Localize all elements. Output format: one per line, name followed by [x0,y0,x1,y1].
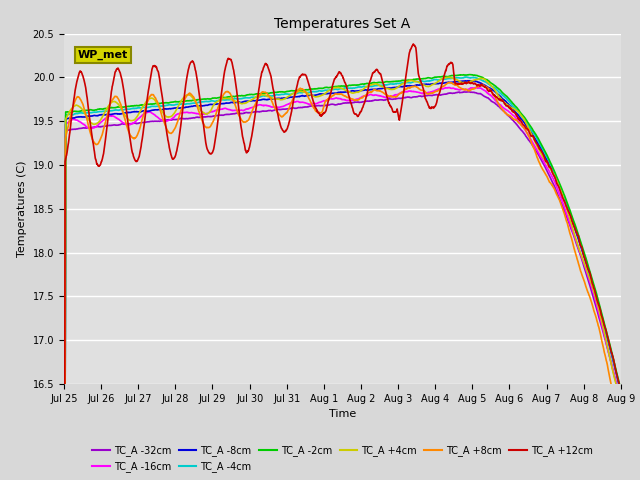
TC_A -2cm [316,85,324,91]
TC_A -16cm [601,335,609,340]
TC_A +12cm [410,41,417,47]
TC_A -2cm [88,107,96,113]
Line: TC_A +12cm: TC_A +12cm [64,44,621,480]
TC_A -8cm [601,325,609,331]
TC_A +12cm [331,76,339,82]
TC_A -16cm [499,105,506,110]
TC_A -2cm [499,90,506,96]
TC_A -32cm [331,102,339,108]
TC_A -32cm [88,124,96,130]
TC_A -4cm [331,86,339,92]
TC_A +4cm [499,98,506,104]
TC_A -8cm [316,91,324,97]
TC_A +8cm [316,110,324,116]
Title: Temperatures Set A: Temperatures Set A [275,17,410,31]
TC_A -32cm [601,336,609,342]
TC_A -32cm [499,108,506,113]
TC_A -4cm [463,74,470,80]
TC_A +12cm [601,324,609,330]
TC_A -4cm [601,324,609,329]
TC_A -2cm [467,72,474,77]
TC_A -32cm [601,335,609,341]
Line: TC_A +8cm: TC_A +8cm [64,83,621,480]
Y-axis label: Temperatures (C): Temperatures (C) [17,160,27,257]
TC_A +4cm [316,93,324,99]
Line: TC_A -16cm: TC_A -16cm [64,87,621,480]
Line: TC_A -2cm: TC_A -2cm [64,74,621,480]
TC_A -16cm [88,125,96,131]
TC_A -2cm [601,322,609,327]
TC_A +4cm [601,331,609,336]
TC_A +12cm [601,324,609,329]
Line: TC_A -4cm: TC_A -4cm [64,77,621,480]
X-axis label: Time: Time [329,409,356,419]
TC_A +4cm [445,74,453,80]
TC_A -8cm [499,96,506,102]
TC_A -8cm [601,326,609,332]
TC_A +8cm [601,351,609,357]
TC_A +8cm [331,91,339,97]
TC_A +12cm [499,97,506,103]
Line: TC_A -32cm: TC_A -32cm [64,92,621,480]
TC_A -4cm [601,324,609,330]
TC_A +8cm [499,107,506,113]
TC_A -16cm [442,84,449,90]
TC_A -4cm [88,109,96,115]
TC_A -4cm [316,88,324,94]
TC_A -8cm [331,90,339,96]
TC_A -2cm [331,84,339,89]
TC_A -16cm [316,99,324,105]
TC_A -8cm [88,113,96,119]
Line: TC_A +4cm: TC_A +4cm [64,77,621,480]
TC_A +8cm [445,80,453,85]
TC_A +4cm [331,85,339,91]
TC_A +8cm [601,352,609,358]
TC_A -4cm [499,93,506,98]
TC_A -8cm [466,78,474,84]
TC_A -16cm [331,96,339,101]
TC_A +12cm [88,136,96,142]
TC_A -16cm [601,334,609,339]
TC_A -32cm [316,103,324,108]
TC_A -2cm [601,323,609,328]
TC_A +4cm [601,332,609,338]
TC_A +8cm [88,137,96,143]
TC_A -32cm [465,89,473,95]
TC_A +4cm [88,121,96,127]
Line: TC_A -8cm: TC_A -8cm [64,81,621,480]
Legend: TC_A -32cm, TC_A -16cm, TC_A -8cm, TC_A -4cm, TC_A -2cm, TC_A +4cm, TC_A +8cm, T: TC_A -32cm, TC_A -16cm, TC_A -8cm, TC_A … [88,442,596,476]
Text: WP_met: WP_met [78,50,128,60]
TC_A +12cm [316,113,324,119]
